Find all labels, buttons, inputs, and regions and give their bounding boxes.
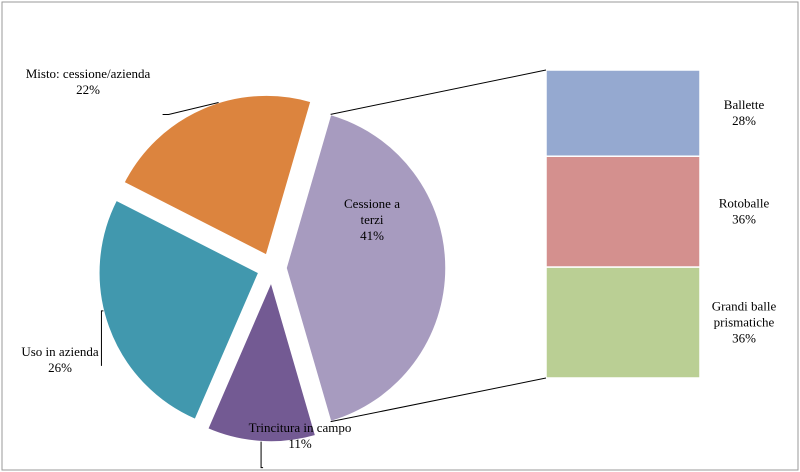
bar-segment-grandi-balle-prismatiche — [545, 266, 701, 379]
pie-group — [98, 94, 447, 443]
pie-slice-uso-in-azienda — [98, 199, 260, 421]
bar-segment-ballette — [545, 69, 701, 157]
connector-bottom — [330, 377, 547, 423]
slice-label-trincitura-in-campo: Trincitura in campo 11% — [249, 420, 352, 451]
connector-top — [330, 69, 547, 115]
slice-category-label: Uso in azienda — [21, 344, 98, 359]
pie-slice-misto-cessione-azienda — [122, 94, 313, 257]
leader-line-trincitura — [260, 441, 264, 469]
slice-value-label: 41% — [360, 228, 384, 243]
slice-value-label: 26% — [48, 360, 72, 375]
slice-category-label: Trincitura in campo — [249, 420, 352, 435]
slice-value-label: 11% — [288, 436, 312, 451]
bar-label-grandi-balle-prismatiche: Grandi balle prismatiche 36% — [712, 299, 777, 346]
bar-label-rotoballe: Rotoballe 36% — [719, 196, 770, 227]
bar-segment-rotoballe — [545, 155, 701, 268]
slice-label-uso-in-azienda: Uso in azienda 26% — [21, 344, 98, 375]
slice-label-misto-cessione-azienda: Misto: cessione/azienda 22% — [26, 66, 151, 97]
pie-slice-trincitura-in-campo — [206, 279, 317, 443]
slice-label-cessione-a-terzi: Cessione a terzi 41% — [344, 196, 400, 243]
bar-value-label: 28% — [732, 113, 756, 128]
stacked-bar-group — [545, 69, 701, 379]
slice-value-label: 22% — [76, 82, 100, 97]
bar-category-label: Rotoballe — [719, 196, 770, 211]
bar-label-ballette: Ballette 28% — [724, 97, 765, 128]
leader-line-misto — [162, 101, 219, 115]
slice-category-label: terzi — [360, 212, 383, 227]
leader-line-uso-in-azienda — [100, 310, 104, 366]
bar-value-label: 36% — [732, 331, 756, 346]
bar-category-label: Ballette — [724, 97, 765, 112]
label-group: Cessione a terzi 41% Trincitura in campo 11%… — [21, 66, 777, 469]
bar-category-label: prismatiche — [714, 315, 775, 330]
slice-category-label: Cessione a — [344, 196, 400, 211]
slice-category-label: Misto: cessione/azienda — [26, 66, 151, 81]
pie-slice-cessione-a-terzi — [285, 113, 447, 423]
bar-value-label: 36% — [732, 212, 756, 227]
connector-lines — [330, 69, 547, 423]
bar-category-label: Grandi balle — [712, 299, 777, 314]
